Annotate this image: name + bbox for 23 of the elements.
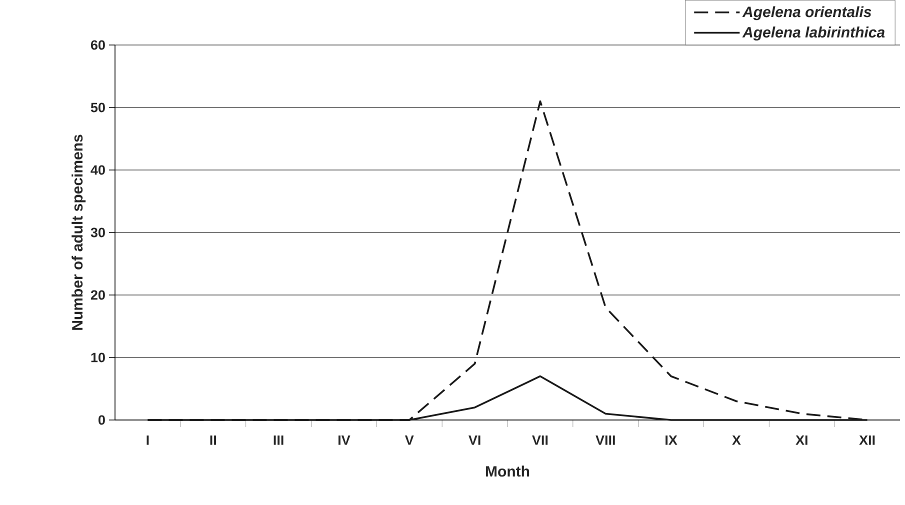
legend-label: Agelena orientalis xyxy=(742,6,872,20)
x-tick-label: V xyxy=(404,436,414,445)
x-tick-label: X xyxy=(732,436,741,445)
y-axis-title: Number of adult specimens xyxy=(72,134,86,330)
x-tick-label: I xyxy=(146,436,149,445)
x-tick-label: IX xyxy=(666,436,678,445)
x-tick-label: VI xyxy=(468,436,480,445)
legend-label: Agelena labirinthica xyxy=(742,26,885,41)
y-tick-label: 40 xyxy=(90,165,105,175)
x-tick-label: II xyxy=(210,436,216,445)
x-tick-label: VIII xyxy=(596,436,615,445)
x-tick-label: III xyxy=(274,436,284,445)
x-tick-label: IV xyxy=(338,436,350,445)
x-tick-label: XII xyxy=(859,436,875,445)
y-tick-label: 60 xyxy=(90,40,105,50)
y-tick-label: 30 xyxy=(90,228,105,238)
x-axis-title: Month xyxy=(486,466,530,477)
y-tick-label: 50 xyxy=(90,102,105,112)
x-tick-label: XI xyxy=(796,436,808,445)
y-tick-label: 20 xyxy=(90,290,105,300)
x-tick-label: VII xyxy=(532,436,548,445)
y-tick-label: 0 xyxy=(98,415,105,425)
y-tick-label: 10 xyxy=(91,352,105,362)
